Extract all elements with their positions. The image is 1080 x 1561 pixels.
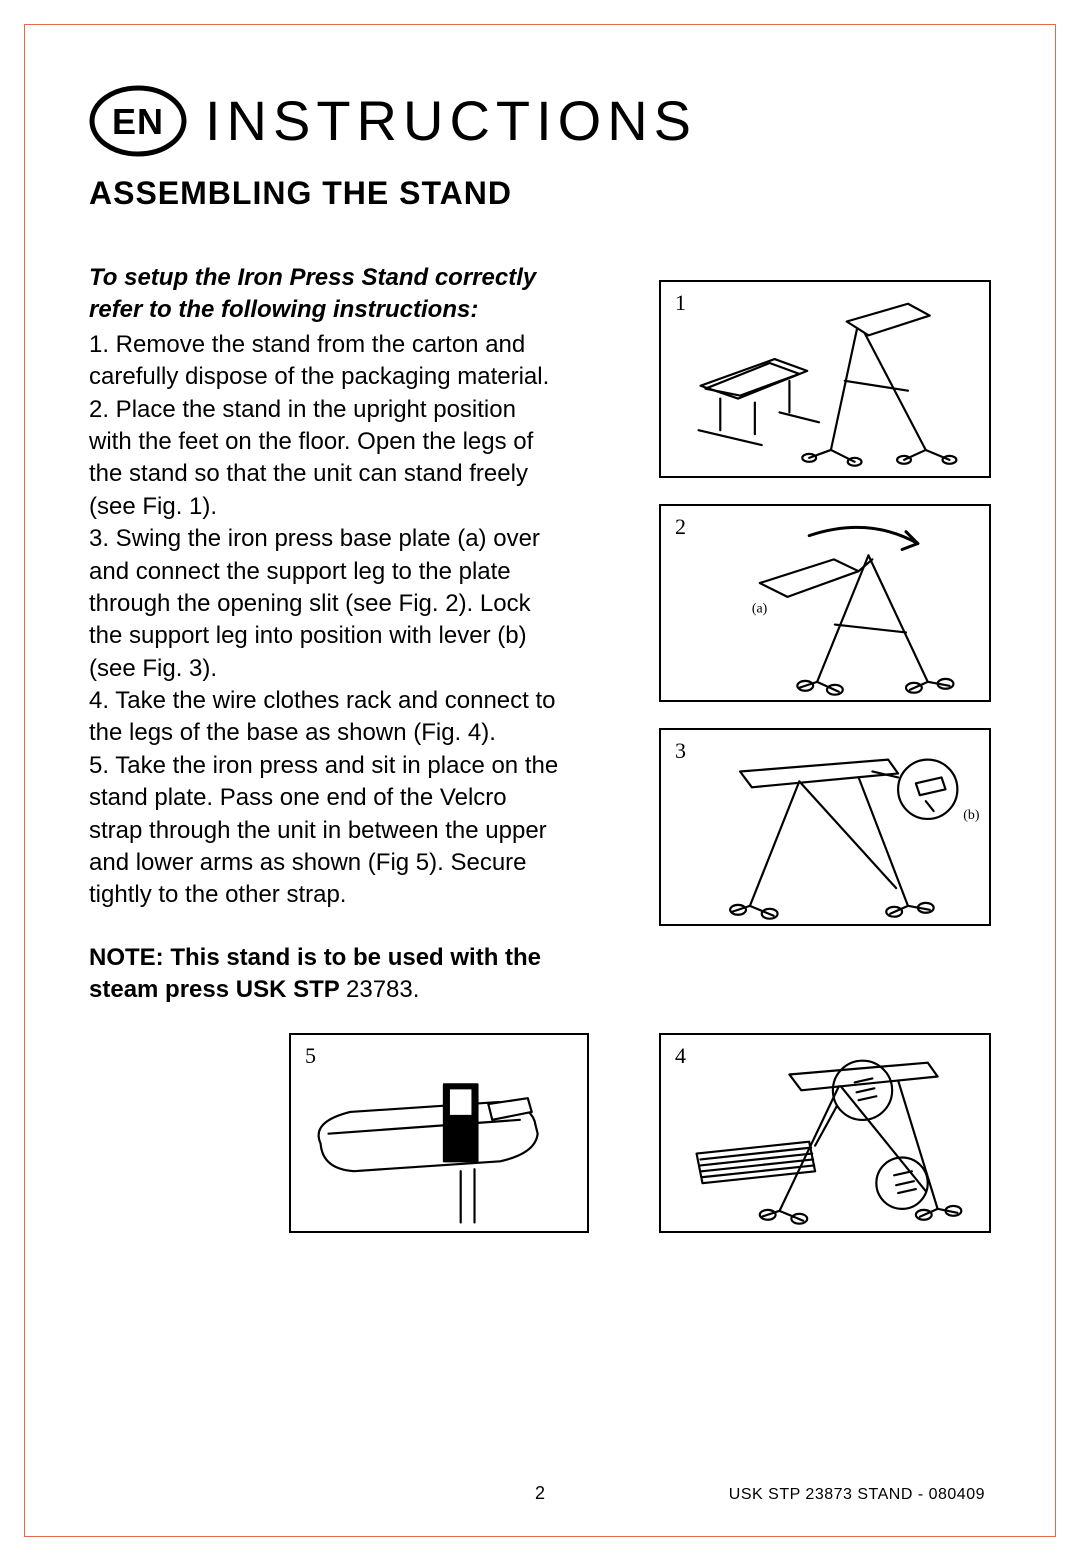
bottom-figure-row: 5 4 [89, 1033, 991, 1233]
figure-2: 2 [659, 504, 991, 702]
figure-number: 3 [675, 738, 686, 764]
figure-4: 4 [659, 1033, 991, 1233]
figure-number: 4 [675, 1043, 686, 1069]
note-text: NOTE: This stand is to be used with the … [89, 942, 559, 1007]
figure-number: 5 [305, 1043, 316, 1069]
note-model: 23783. [346, 976, 419, 1003]
section-heading: ASSEMBLING THE STAND [89, 175, 991, 212]
document-id: USK STP 23873 STAND - 080409 [729, 1486, 985, 1504]
step-5: 5. Take the iron press and sit in place … [89, 750, 559, 912]
header: EN INSTRUCTIONS [89, 85, 991, 157]
figure-column: 1 [597, 262, 991, 1007]
step-1: 1. Remove the stand from the carton and … [89, 329, 559, 394]
step-4: 4. Take the wire clothes rack and connec… [89, 685, 559, 750]
figure-1: 1 [659, 280, 991, 478]
instruction-steps: 1. Remove the stand from the carton and … [89, 329, 559, 912]
figure-3: 3 [659, 728, 991, 926]
note-prefix: NOTE: This stand is to be used with the … [89, 944, 541, 1003]
step-3: 3. Swing the iron press base plate (a) o… [89, 523, 559, 685]
language-code: EN [112, 101, 164, 142]
step-2: 2. Place the stand in the upright positi… [89, 394, 559, 524]
annotation-b: (b) [963, 807, 979, 823]
intro-text: To setup the Iron Press Stand correctly … [89, 262, 559, 327]
annotation-a: (a) [752, 601, 767, 617]
figure-5: 5 [289, 1033, 589, 1233]
page-frame: EN INSTRUCTIONS ASSEMBLING THE STAND To … [24, 24, 1056, 1537]
content-columns: To setup the Iron Press Stand correctly … [89, 262, 991, 1007]
figure-number: 1 [675, 290, 686, 316]
text-column: To setup the Iron Press Stand correctly … [89, 262, 559, 1007]
figure-number: 2 [675, 514, 686, 540]
language-badge: EN [89, 85, 187, 157]
page-title: INSTRUCTIONS [205, 93, 697, 149]
